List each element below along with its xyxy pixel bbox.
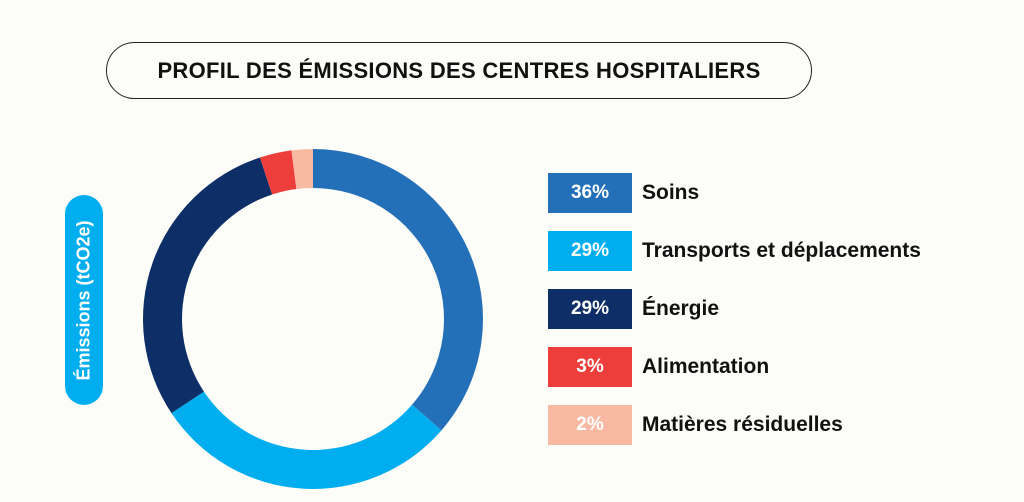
legend-label-matieres: Matières résiduelles: [642, 413, 843, 436]
donut-slice-soins: [313, 149, 484, 431]
legend-label-alimentation: Alimentation: [642, 355, 770, 378]
donut-slice-energie: [142, 157, 273, 414]
legend-label-transports: Transports et déplacements: [642, 239, 921, 262]
legend-label-energie: Énergie: [642, 297, 720, 320]
donut-slice-matieres: [291, 149, 313, 190]
donut-chart: [142, 149, 484, 489]
legend-value-matieres: 2%: [548, 405, 632, 445]
legend-value-soins: 36%: [548, 173, 632, 213]
y-axis-label: Émissions (tCO2e): [73, 219, 94, 381]
donut-slice-alimentation: [259, 150, 297, 195]
y-axis-label-pill: Émissions (tCO2e): [65, 195, 103, 405]
legend-item-alimentation: 3% Alimentation: [548, 347, 769, 387]
legend-value-energie: 29%: [548, 289, 632, 329]
legend-item-energie: 29% Énergie: [548, 289, 719, 329]
legend-label-soins: Soins: [642, 181, 700, 204]
legend-value-transports: 29%: [548, 231, 632, 271]
chart-title: PROFIL DES ÉMISSIONS DES CENTRES HOSPITA…: [157, 57, 761, 83]
legend-item-soins: 36% Soins: [548, 173, 699, 213]
legend-value-alimentation: 3%: [548, 347, 632, 387]
chart-title-pill: PROFIL DES ÉMISSIONS DES CENTRES HOSPITA…: [106, 42, 812, 99]
donut-slice-transports: [171, 391, 442, 489]
legend-item-matieres: 2% Matières résiduelles: [548, 405, 843, 445]
legend-item-transports: 29% Transports et déplacements: [548, 231, 921, 271]
